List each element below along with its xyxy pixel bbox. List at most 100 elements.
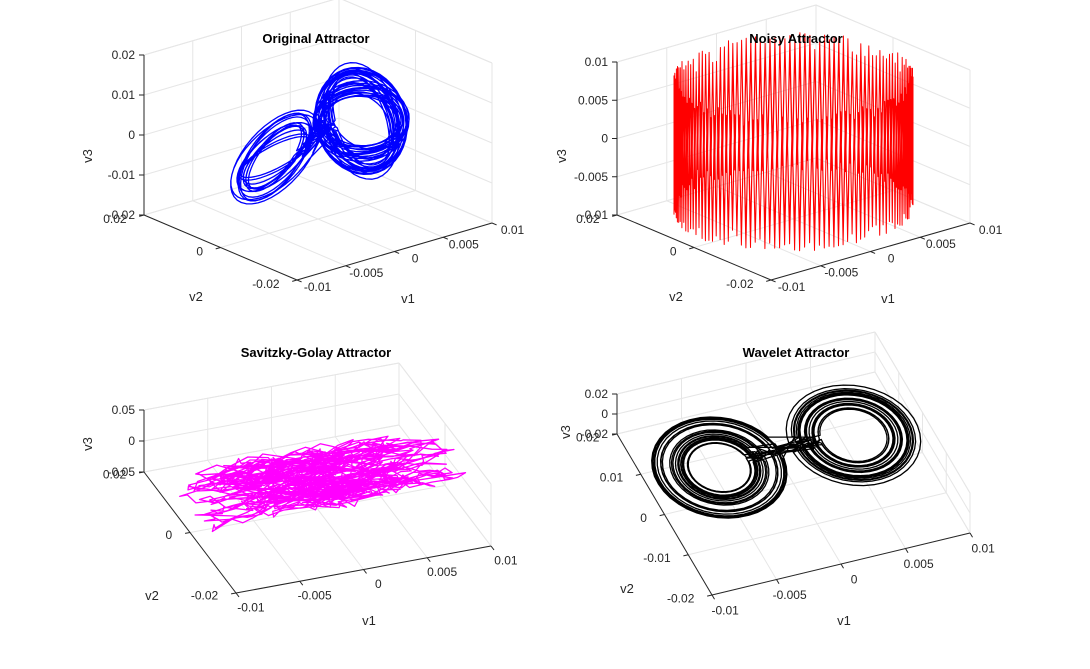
z-tick-label: 0.02 [585,387,609,401]
y-tick [292,279,298,282]
y-tick [683,554,689,557]
y-tick-label: -0.02 [726,277,754,291]
axes: -0.01 -0.005 0 0.005 0.01 -0.02 0 0.02-0.05 0 0.0… [103,403,518,614]
x-tick-label: 0 [888,251,895,265]
subplot-3: -0.01 -0.005 0 0.005 0.01 -0.02 0 0.02-0.05 0 0.0… [80,345,518,628]
grid-line [874,371,971,534]
z-tick-label: 0 [128,128,135,142]
z-tick-label: -0.005 [574,170,608,184]
x-tick [969,222,975,226]
box-edge [616,4,817,63]
grid-line [220,190,416,248]
z-tick-label: -0.01 [581,208,609,222]
y-tick [635,473,641,476]
x-tick [776,579,780,585]
subplot-1: -0.01-0.00500.0050.01-0.0200.02-0.02-0.0… [80,0,525,306]
grid-line [616,371,876,435]
x-tick-label: 0.01 [494,553,518,567]
x-tick-label: -0.005 [824,266,858,280]
z-tick-label: 0.01 [112,88,136,102]
x-tick-label: -0.01 [237,600,265,614]
box-edge [342,0,493,64]
x-tick [426,557,431,563]
y-tick-label: -0.02 [252,277,280,291]
y-tick-label: 0.02 [576,430,600,444]
x-tick [235,592,240,598]
z-tick-label: 0 [128,434,135,448]
x-tick-label: -0.01 [304,280,332,294]
box-edge [143,362,400,411]
x-tick [394,251,400,254]
z-tick-label: -0.02 [581,427,609,441]
x-tick-label: -0.005 [773,588,807,602]
x-tick [299,580,304,586]
x-tick-label: 0.01 [501,223,525,237]
x-tick-label: -0.01 [711,604,739,618]
z-tick-label: 0.02 [112,48,136,62]
y-tick [707,594,713,597]
y-tick [659,514,665,517]
y-tick-label: 0.02 [576,212,600,226]
grid-line [189,485,446,533]
series-line [651,384,922,519]
z-tick-label: 0.005 [578,93,608,107]
grid-line [616,351,876,415]
y-axis-label: v2 [145,588,159,603]
z-axis-label: v3 [558,425,573,439]
x-tick-label: 0 [851,573,858,587]
chart-title: Noisy Attractor [749,31,842,46]
x-tick [363,569,367,574]
y-tick-label: 0 [196,244,203,258]
subplot-2: -0.01-0.00500.0050.01-0.0200.02-0.01-0.0… [554,4,1003,306]
x-tick-label: 0 [412,252,419,266]
grid-line [338,117,493,184]
y-tick [230,592,237,595]
z-axis-label: v3 [554,149,569,163]
z-tick-label: 0.01 [585,55,609,69]
x-tick-label: 0.005 [427,565,457,579]
x-axis-label: v1 [837,613,851,628]
grid-lines [143,362,492,594]
x-tick-label: 0.01 [971,542,995,556]
y-tick [215,247,221,250]
z-tick-label: 0 [601,132,608,146]
x-tick [443,236,449,240]
z-tick-label: -0.05 [108,465,136,479]
x-tick [490,545,495,551]
x-tick [296,279,302,283]
x-tick [840,563,844,569]
chart-title: Savitzky-Golay Attractor [241,345,392,360]
y-tick-label: 0 [166,528,173,542]
x-tick [920,236,926,240]
x-tick-label: 0.005 [926,237,956,251]
box-edge [398,362,492,485]
axes: -0.01 -0.005 0 0.005 0.01 -0.02 -0.01 0 0.01 0.02… [576,387,995,618]
grid-lines [616,4,971,281]
grid-line [143,117,340,176]
grid-line [143,393,400,442]
x-tick-label: -0.005 [298,589,332,603]
series-line [230,62,410,205]
grid-line [398,393,492,516]
y-tick-label: 0.01 [600,471,624,485]
z-axis-label: v3 [80,149,95,163]
x-axis-label: v1 [881,291,895,306]
y-tick-label: 0 [670,244,677,258]
grid-line [143,77,340,136]
x-tick [491,222,497,226]
x-axis-label: v1 [362,613,376,628]
x-tick [870,251,876,254]
y-tick-label: 0.02 [103,212,127,226]
grid-line [143,37,340,96]
y-tick [184,532,191,534]
x-tick-label: 0.005 [904,557,934,571]
z-axis-label: v3 [80,437,95,451]
chart-title: Wavelet Attractor [743,345,850,360]
x-tick [905,548,909,554]
box-edge [616,331,876,395]
y-tick [689,247,695,250]
y-tick-label: -0.01 [643,551,671,565]
y-tick-label: -0.02 [191,589,219,603]
